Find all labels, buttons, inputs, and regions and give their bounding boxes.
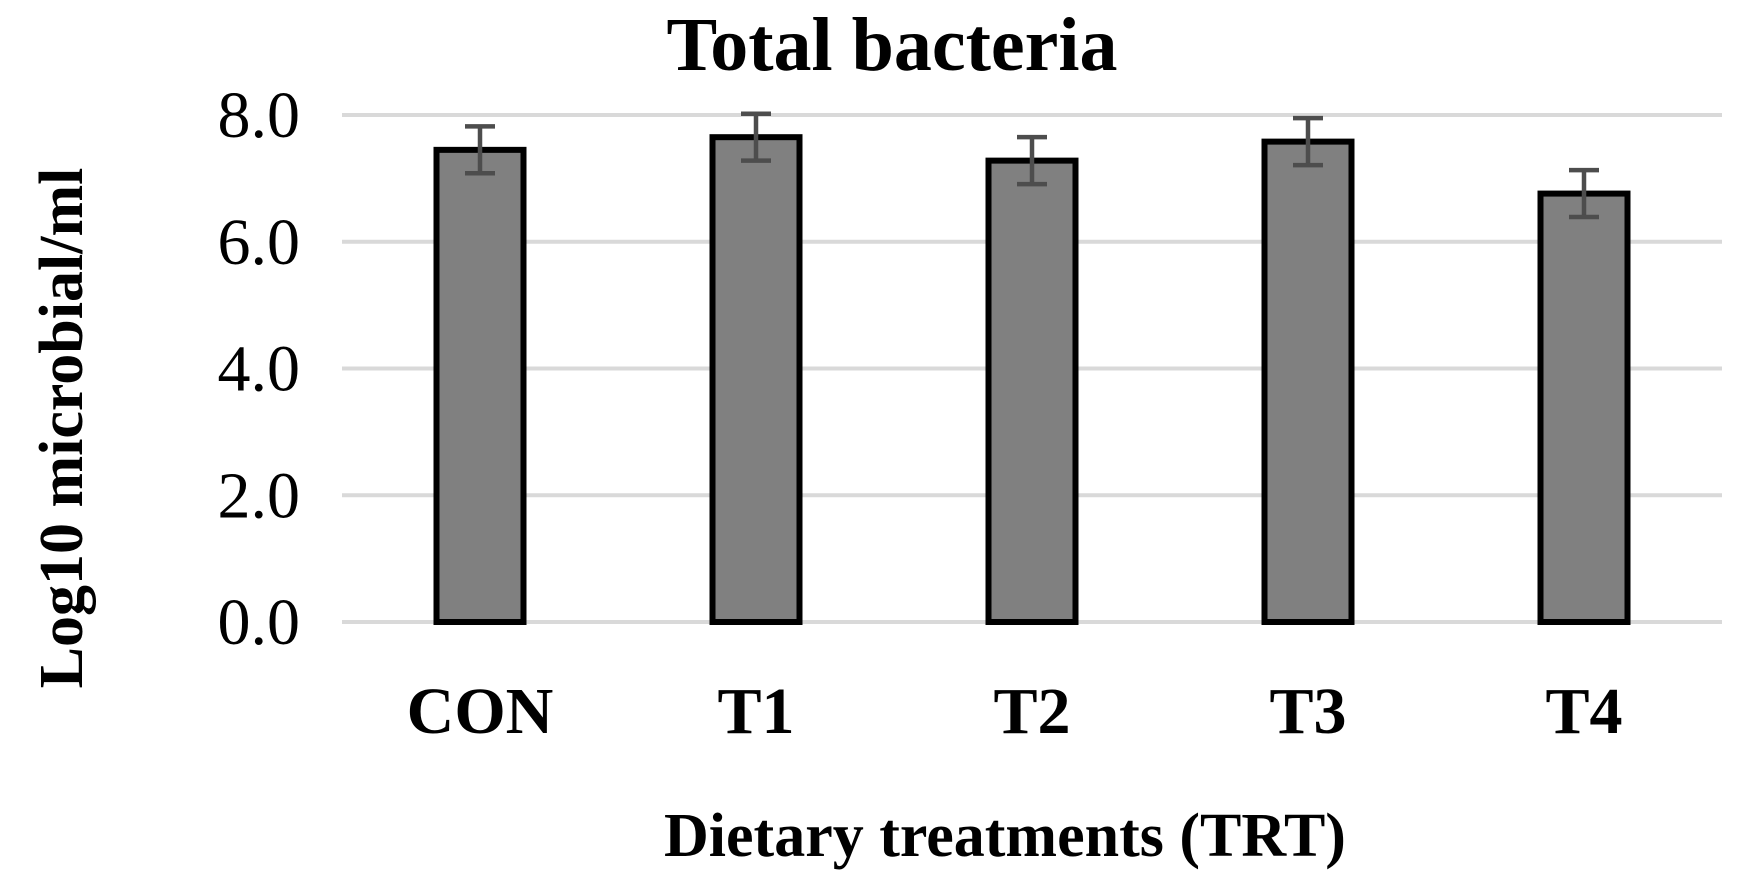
y-tick-label: 4.0 <box>218 333 301 406</box>
chart-title: Total bacteria <box>666 3 1117 87</box>
error-bar-t3 <box>1293 115 1323 168</box>
x-tick-label-t4: T4 <box>1545 675 1622 748</box>
error-bar-t1 <box>741 111 771 163</box>
x-tick-labels: CON T1 T2 T3 T4 <box>407 675 1623 748</box>
y-tick-label: 0.0 <box>218 586 301 659</box>
error-bar-t4 <box>1569 167 1599 220</box>
y-tick-label: 8.0 <box>218 79 301 152</box>
y-axis-label: Log10 microbial/ml <box>28 168 96 689</box>
x-axis-label: Dietary treatments (TRT) <box>664 802 1346 870</box>
y-tick-labels: 0.0 2.0 4.0 6.0 8.0 <box>218 79 301 659</box>
error-bar-con <box>465 124 495 176</box>
y-tick-label: 2.0 <box>218 459 301 532</box>
x-tick-label-con: CON <box>407 675 554 748</box>
y-tick-label: 6.0 <box>218 206 301 279</box>
error-bar-t2 <box>1017 134 1047 187</box>
bar-con <box>433 146 527 625</box>
x-tick-label-t3: T3 <box>1269 675 1346 748</box>
x-tick-label-t2: T2 <box>993 675 1070 748</box>
bars <box>433 134 1631 626</box>
bar-t1 <box>709 134 803 625</box>
bar-t3 <box>1261 138 1355 625</box>
error-bars <box>465 111 1599 220</box>
bar-t4 <box>1537 190 1631 626</box>
x-tick-label-t1: T1 <box>717 675 794 748</box>
bar-t2 <box>985 157 1079 625</box>
